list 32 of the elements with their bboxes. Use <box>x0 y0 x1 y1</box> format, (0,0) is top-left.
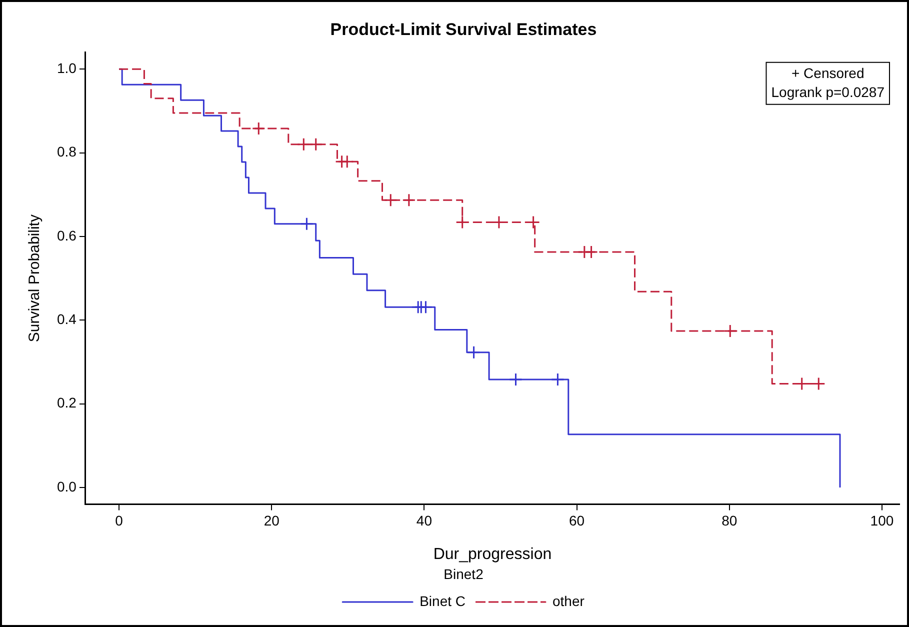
x-tick-label: 20 <box>264 512 280 528</box>
point <box>723 324 737 338</box>
x-tick-label: 0 <box>115 512 124 528</box>
y-tick-label: 0.6 <box>56 227 77 244</box>
y-tick-label: 0.0 <box>56 478 77 494</box>
point <box>300 217 314 231</box>
y-tick-label: 0.4 <box>56 310 77 327</box>
point <box>467 346 481 360</box>
y-axis-title: Survival Probability <box>26 214 44 342</box>
point <box>296 138 310 152</box>
point <box>509 372 522 386</box>
x-tick-label: 40 <box>416 512 432 528</box>
x-axis-title: Dur_progression <box>433 546 552 564</box>
point <box>309 138 323 152</box>
annotation: + Censored <box>791 64 864 81</box>
y-tick-label: 0.8 <box>56 144 77 160</box>
point <box>584 245 598 259</box>
y-tick-label: 0.2 <box>56 394 77 411</box>
point <box>402 193 416 207</box>
x-tick-label: 100 <box>870 512 894 528</box>
legend-title: Binet2 <box>444 566 484 582</box>
chart-title: Product-Limit Survival Estimates <box>330 20 597 39</box>
x-tick-label: 80 <box>722 512 738 528</box>
point <box>252 122 266 136</box>
point <box>550 372 564 386</box>
annotation: Logrank p=0.0287 <box>771 84 885 100</box>
legend-label: Binet C <box>420 592 466 609</box>
legend-label: other <box>552 592 585 609</box>
point <box>384 193 398 207</box>
y-tick-label: 1.0 <box>56 60 77 76</box>
x-tick-label: 60 <box>568 512 585 528</box>
point <box>418 300 432 314</box>
